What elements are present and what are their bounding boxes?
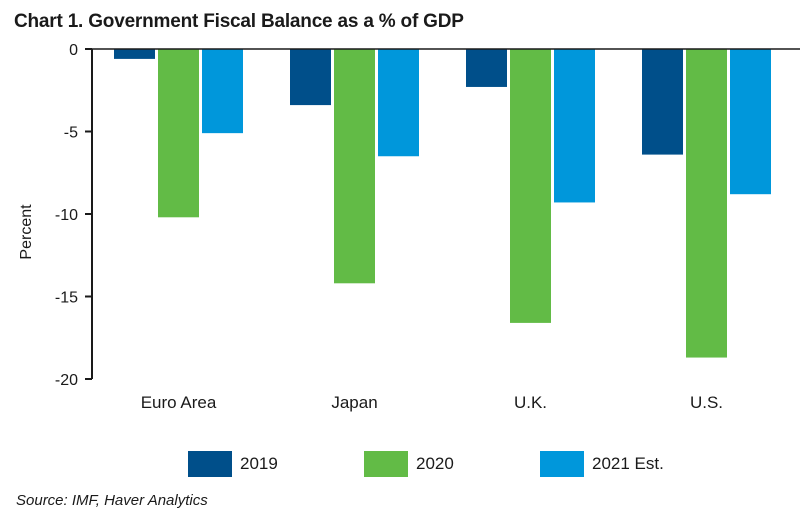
- legend-swatch-2019: [188, 451, 232, 477]
- y-tick-label: -5: [64, 125, 78, 142]
- bars-group: [114, 49, 771, 358]
- source-note: Source: IMF, Haver Analytics: [16, 492, 208, 509]
- bar-u-k-2019: [466, 49, 507, 87]
- bar-euro-area-2020: [158, 49, 199, 218]
- bar-euro-area-2019: [114, 49, 155, 59]
- bar-u-k-2020: [510, 49, 551, 323]
- y-tick-label: -10: [55, 207, 78, 224]
- x-labels-group: Euro Area Japan U.K. U.S.: [141, 393, 723, 412]
- bar-euro-area-2021-est: [202, 49, 243, 134]
- x-tick-label: Euro Area: [141, 393, 217, 412]
- legend-label-2019: 2019: [240, 454, 278, 473]
- legend-label-2020: 2020: [416, 454, 454, 473]
- chart-title: Chart 1. Government Fiscal Balance as a …: [14, 11, 464, 32]
- x-tick-label: U.K.: [514, 393, 547, 412]
- legend-swatch-2021-est: [540, 451, 584, 477]
- bar-japan-2021-est: [378, 49, 419, 157]
- bar-japan-2020: [334, 49, 375, 284]
- legend-label-2021-est: 2021 Est.: [592, 454, 664, 473]
- y-tick-label: 0: [69, 42, 78, 59]
- bar-u-s-2021-est: [730, 49, 771, 195]
- y-tick-label: -15: [55, 290, 78, 307]
- x-tick-label: U.S.: [690, 393, 723, 412]
- bar-chart: 0 -5 -10 -15 -20 Euro Area Japan U.K. U.S.: [55, 42, 800, 412]
- legend-item-2020: 2020: [364, 451, 454, 477]
- bar-japan-2019: [290, 49, 331, 106]
- bar-u-s-2020: [686, 49, 727, 358]
- legend-swatch-2020: [364, 451, 408, 477]
- y-tick-label: -20: [55, 372, 78, 389]
- legend-item-2021-est: 2021 Est.: [540, 451, 664, 477]
- legend: 2019 2020 2021 Est.: [0, 451, 810, 477]
- legend-item-2019: 2019: [188, 451, 278, 477]
- y-ticks-group: 0 -5 -10 -15 -20: [55, 42, 92, 389]
- bar-u-k-2021-est: [554, 49, 595, 203]
- x-tick-label: Japan: [331, 393, 377, 412]
- bar-u-s-2019: [642, 49, 683, 155]
